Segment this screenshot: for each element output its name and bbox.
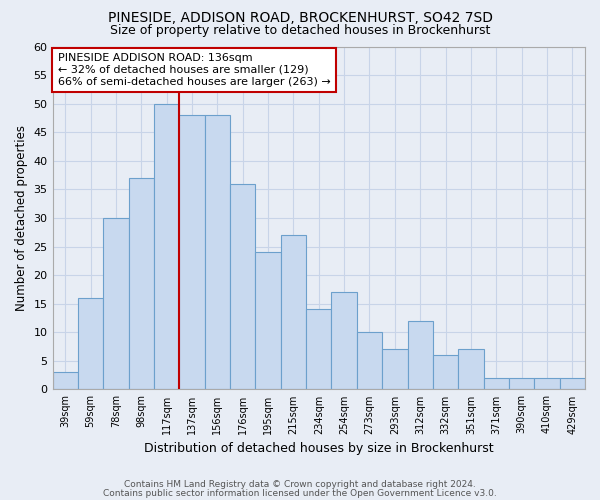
Bar [154,104,179,390]
Bar [357,332,382,390]
Text: Contains HM Land Registry data © Crown copyright and database right 2024.: Contains HM Land Registry data © Crown c… [124,480,476,489]
Bar [458,350,484,390]
Bar [433,355,458,390]
Bar [407,321,433,390]
Text: PINESIDE, ADDISON ROAD, BROCKENHURST, SO42 7SD: PINESIDE, ADDISON ROAD, BROCKENHURST, SO… [107,11,493,25]
Bar [484,378,509,390]
Bar [205,115,230,390]
Bar [560,378,585,390]
Bar [331,292,357,390]
Bar [230,184,256,390]
Bar [179,115,205,390]
Bar [128,178,154,390]
Bar [53,372,78,390]
Text: Contains public sector information licensed under the Open Government Licence v3: Contains public sector information licen… [103,488,497,498]
Y-axis label: Number of detached properties: Number of detached properties [15,125,28,311]
Bar [256,252,281,390]
Bar [509,378,534,390]
Bar [382,350,407,390]
Bar [306,310,331,390]
Bar [78,298,103,390]
Bar [281,235,306,390]
X-axis label: Distribution of detached houses by size in Brockenhurst: Distribution of detached houses by size … [144,442,494,455]
Text: PINESIDE ADDISON ROAD: 136sqm
← 32% of detached houses are smaller (129)
66% of : PINESIDE ADDISON ROAD: 136sqm ← 32% of d… [58,54,331,86]
Bar [103,218,128,390]
Text: Size of property relative to detached houses in Brockenhurst: Size of property relative to detached ho… [110,24,490,37]
Bar [534,378,560,390]
